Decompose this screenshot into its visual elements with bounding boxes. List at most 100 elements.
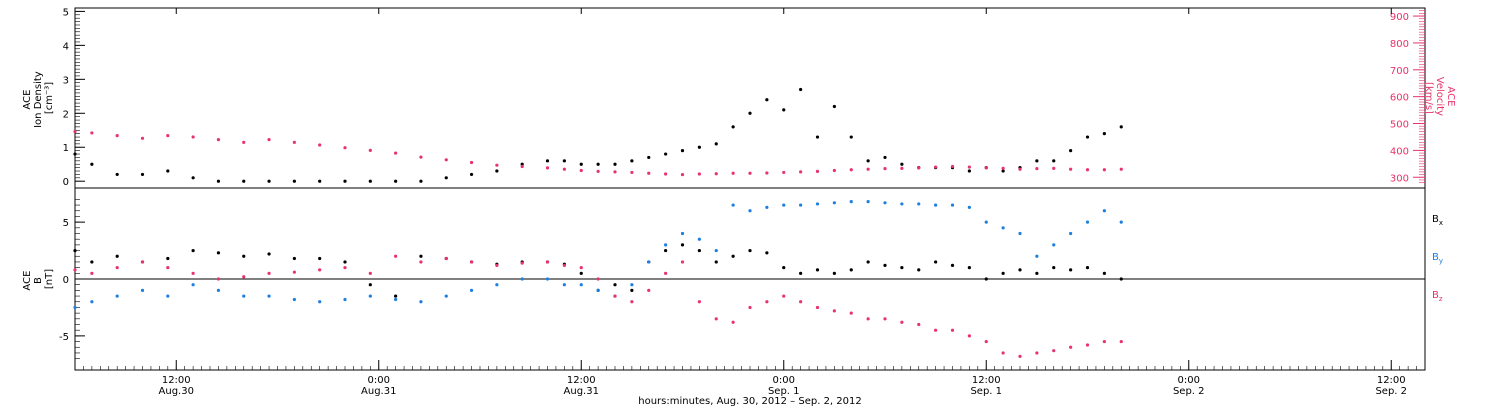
by-point [697, 237, 701, 241]
top-panel-frame [74, 7, 1426, 189]
by-point [1035, 254, 1039, 258]
bz-point [292, 270, 296, 274]
bx-point [900, 266, 904, 270]
bz-point [765, 300, 769, 304]
bz-point [562, 263, 566, 267]
bx-point [1119, 277, 1123, 281]
x-tick-date-label: Sep. 2 [1173, 386, 1205, 397]
ion-density-point [444, 176, 448, 180]
ion-density-point [343, 179, 347, 183]
bz-point [115, 266, 119, 270]
velocity-point [495, 163, 499, 167]
velocity-point [832, 168, 836, 173]
legend-by: By [1432, 252, 1443, 265]
bz-point [613, 294, 617, 298]
velocity-point [520, 164, 524, 169]
velocity-point [444, 158, 448, 162]
bx-point [664, 248, 668, 253]
ion-density-point [765, 98, 769, 102]
velocity-point [1052, 166, 1056, 170]
bz-point [166, 266, 170, 270]
ion-density-point [967, 169, 971, 173]
by-point [1085, 220, 1090, 224]
velocity-point [115, 134, 119, 138]
velocity-point [934, 165, 938, 169]
density-label-line-3: [cm⁻³] [44, 82, 55, 114]
velocity-point [647, 171, 651, 175]
by-point [267, 294, 271, 298]
velocity-point [765, 171, 769, 175]
x-axis-title: hours:minutes, Aug. 30, 2012 – Sep. 2, 2… [638, 396, 861, 407]
velocity-tick-label: 700 [1390, 66, 1409, 77]
ion-density-point [630, 159, 634, 163]
ion-density-point [469, 172, 474, 177]
legend-bz-sub: z [1439, 295, 1443, 303]
velocity-point [714, 172, 718, 176]
ion-density-point [90, 162, 94, 166]
ion-density-point [318, 179, 322, 183]
velocity-point [1085, 168, 1090, 172]
ion-density-point [647, 155, 651, 160]
bz-point [140, 260, 145, 264]
velocity-label-line-3: [km/s] [1423, 82, 1434, 114]
velocity-point [950, 164, 955, 169]
velocity-point [1035, 167, 1039, 171]
velocity-point [292, 140, 296, 144]
bz-point [748, 305, 752, 310]
velocity-point [917, 166, 921, 170]
bx-point [242, 254, 246, 258]
by-point [90, 300, 94, 304]
velocity-point [680, 172, 685, 177]
velocity-point [562, 167, 566, 171]
bz-point [343, 266, 347, 270]
x-tick-date-label: Sep. 1 [768, 386, 800, 397]
velocity-tick-label: 500 [1390, 120, 1409, 131]
bx-point [782, 266, 786, 270]
legend-bz: Bz [1432, 290, 1443, 303]
bx-point [950, 263, 955, 267]
ion-density-point [1069, 149, 1073, 153]
ion-density-point [1035, 159, 1039, 163]
velocity-tick-label: 600 [1390, 93, 1409, 104]
bx-point [714, 260, 718, 264]
velocity-point [613, 170, 617, 174]
bx-point [166, 256, 170, 261]
velocity-point [394, 151, 398, 155]
by-point [191, 283, 195, 287]
by-point [394, 297, 398, 302]
by-point [495, 283, 499, 287]
density-tick-label: 1 [63, 143, 69, 154]
by-point [579, 283, 583, 287]
by-point [647, 260, 651, 264]
velocity-point [1018, 167, 1022, 171]
x-tick-time-label: 12:00 [1377, 375, 1406, 386]
velocity-point [866, 167, 870, 171]
velocity-point [343, 146, 347, 150]
by-point [799, 203, 803, 207]
bz-point [1052, 349, 1056, 353]
bz-point [647, 288, 651, 292]
by-point [292, 297, 296, 302]
bx-point [579, 271, 583, 275]
bz-point [318, 268, 322, 272]
ion-density-point [1052, 159, 1056, 163]
bz-point [832, 309, 836, 313]
by-point [934, 203, 938, 207]
by-point [1052, 243, 1056, 247]
by-point [900, 202, 904, 206]
bx-point [1069, 268, 1073, 272]
bx-point [697, 248, 701, 253]
bx-point [368, 283, 372, 287]
bz-point [697, 300, 701, 304]
top-panel-ticks: 0 1 2 3 4 5 300 400 500 600 700 800 900 [63, 7, 1425, 188]
ion-density-point [782, 108, 786, 112]
ion-density-point [166, 169, 170, 173]
x-tick-time-label: 0:00 [1178, 375, 1200, 386]
by-point [765, 205, 769, 209]
ion-density-point [714, 142, 718, 146]
x-tick-time-label: 12:00 [567, 375, 596, 386]
ion-density-point [545, 159, 550, 163]
by-point [343, 297, 347, 302]
bx-point [731, 254, 735, 258]
bx-point [343, 260, 347, 264]
